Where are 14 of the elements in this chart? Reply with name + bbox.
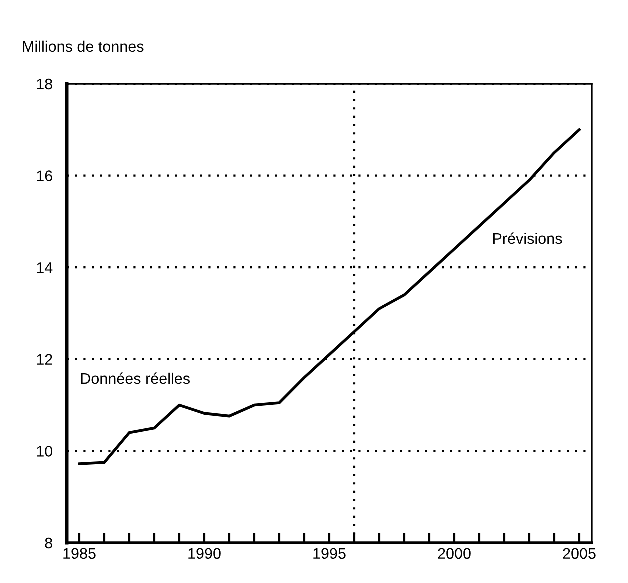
x-tick-label: 2005 xyxy=(563,548,596,560)
y-tick-label: 12 xyxy=(37,354,52,365)
y-tick-label: 10 xyxy=(37,446,53,457)
x-tick-label: 1985 xyxy=(64,548,96,560)
annotation: Prévisions xyxy=(494,232,562,244)
y-tick-label: 8 xyxy=(45,538,52,549)
y-axis-title: Millions de tonnes xyxy=(23,40,144,52)
y-tick-label: 18 xyxy=(37,78,52,90)
x-tick-label: 2000 xyxy=(438,548,471,560)
y-tick-label: 14 xyxy=(37,262,53,274)
x-tick-label: 1990 xyxy=(188,548,221,560)
annotation: Données réelles xyxy=(81,372,190,384)
x-tick-label: 1995 xyxy=(314,548,346,560)
y-tick-label: 16 xyxy=(37,170,52,182)
